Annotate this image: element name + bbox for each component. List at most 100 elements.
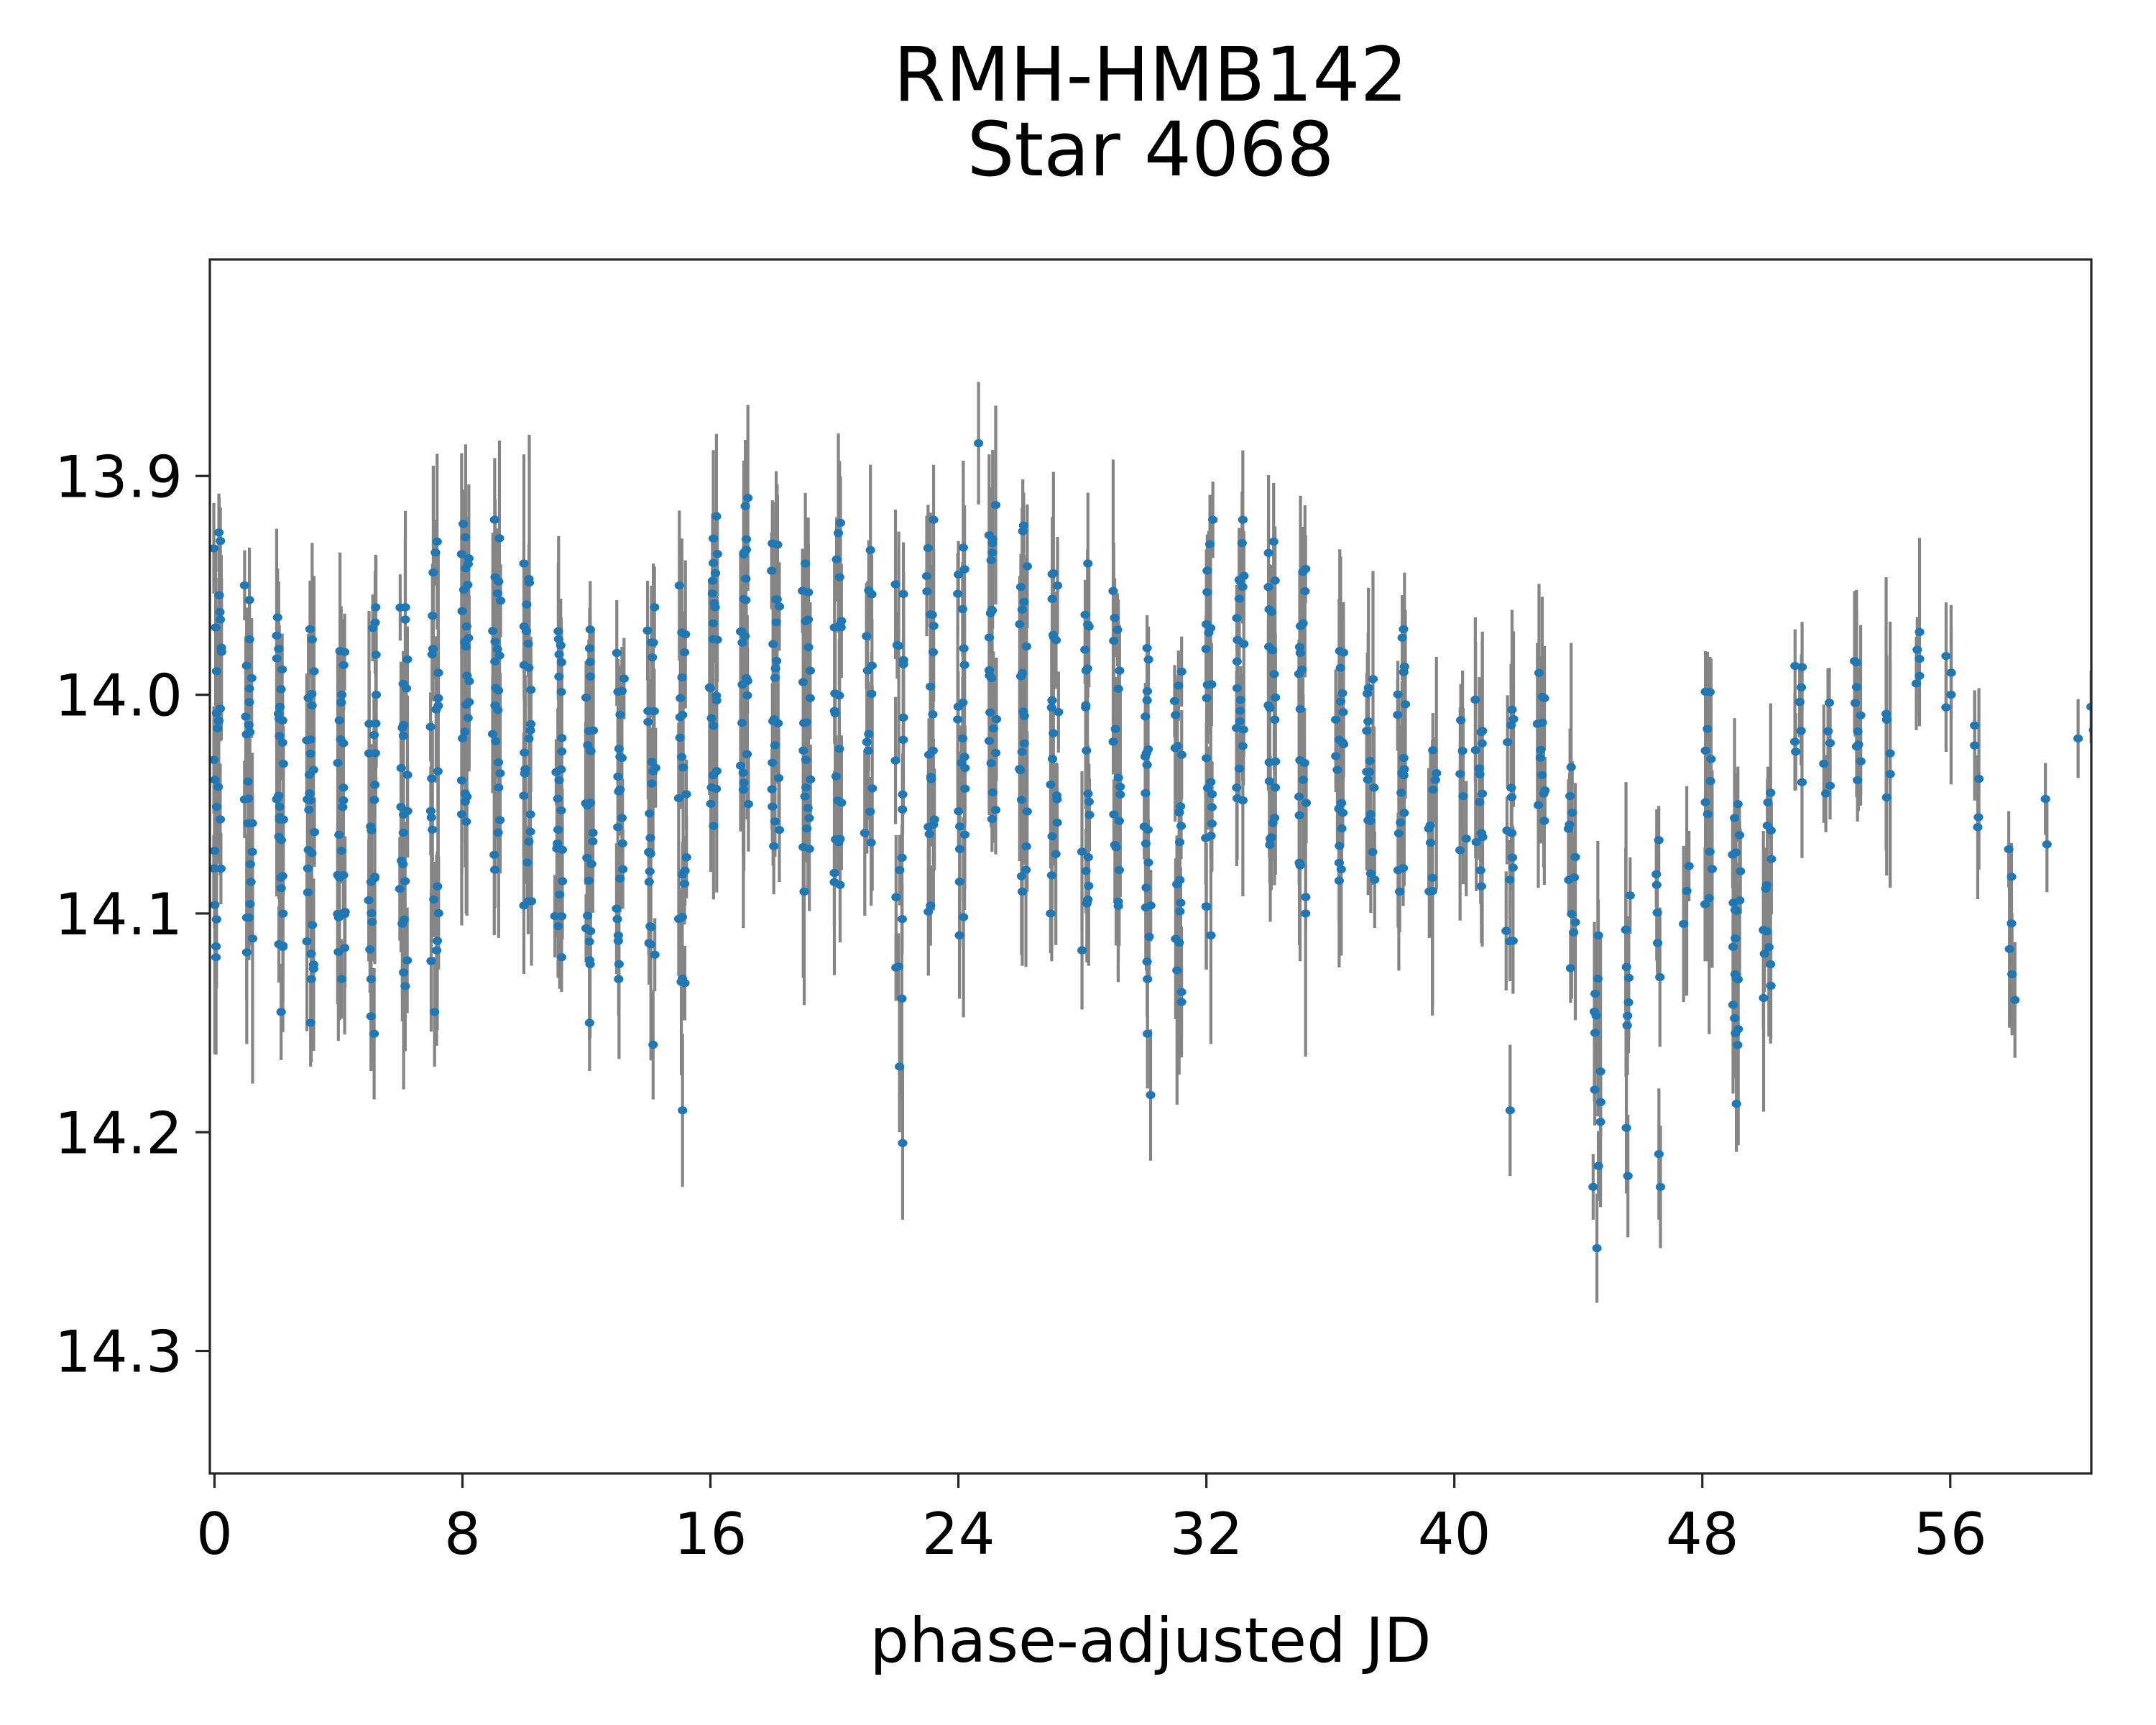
data-point xyxy=(1017,748,1027,756)
data-point xyxy=(398,828,408,837)
data-point xyxy=(398,860,408,868)
data-point xyxy=(490,657,500,666)
data-point xyxy=(831,555,842,564)
data-point xyxy=(1270,783,1281,792)
data-point xyxy=(613,937,623,945)
data-point xyxy=(1881,793,1892,802)
data-point xyxy=(709,822,719,830)
data-point xyxy=(1234,594,1245,603)
data-point xyxy=(954,845,965,853)
data-point xyxy=(1264,777,1274,786)
data-point xyxy=(1015,620,1025,629)
data-point xyxy=(1015,672,1026,681)
data-point xyxy=(400,877,410,886)
data-point xyxy=(427,650,437,659)
data-point xyxy=(367,826,377,834)
data-point xyxy=(370,781,380,789)
data-point xyxy=(1143,745,1153,754)
data-point xyxy=(1766,855,1777,863)
data-point xyxy=(1202,783,1213,793)
data-point xyxy=(1654,836,1664,845)
data-point xyxy=(835,518,846,528)
data-point xyxy=(521,627,532,635)
data-point xyxy=(433,668,443,677)
data-point xyxy=(308,921,318,929)
data-point xyxy=(1263,583,1273,592)
data-point xyxy=(1885,749,1895,758)
data-point xyxy=(525,726,535,735)
data-point xyxy=(830,709,840,718)
data-point xyxy=(1176,998,1187,1006)
data-point xyxy=(492,589,502,598)
data-point xyxy=(1266,833,1276,842)
data-point xyxy=(867,784,877,793)
data-point xyxy=(862,737,872,746)
x-tick-label: 56 xyxy=(1914,1501,1987,1568)
data-point xyxy=(1113,901,1123,911)
data-point xyxy=(862,666,872,675)
y-tick-label: 14.1 xyxy=(55,881,183,948)
data-point xyxy=(494,783,504,792)
data-point xyxy=(677,913,687,921)
data-point xyxy=(1338,648,1349,657)
data-point xyxy=(519,901,529,910)
data-point xyxy=(1365,756,1375,765)
data-point xyxy=(275,813,285,822)
data-point xyxy=(1331,715,1341,724)
data-point xyxy=(837,617,847,625)
data-point xyxy=(1202,754,1212,763)
data-point xyxy=(554,650,564,659)
data-point xyxy=(1334,876,1344,885)
data-point xyxy=(613,823,623,832)
data-point xyxy=(1455,770,1465,778)
data-point xyxy=(556,688,566,696)
data-point xyxy=(1736,867,1746,875)
data-point xyxy=(333,909,343,919)
data-point xyxy=(585,799,596,807)
data-point xyxy=(1399,754,1409,763)
data-point xyxy=(1268,537,1279,546)
data-point xyxy=(520,765,530,773)
data-point xyxy=(464,698,474,707)
data-point xyxy=(1022,562,1033,571)
data-point xyxy=(1853,727,1863,736)
data-point xyxy=(1114,865,1124,875)
data-point xyxy=(928,710,938,719)
data-point xyxy=(1335,663,1345,672)
data-point xyxy=(1141,788,1151,798)
data-point xyxy=(303,845,313,855)
data-point xyxy=(1474,764,1484,773)
data-point xyxy=(742,691,752,700)
data-point xyxy=(834,745,844,753)
data-point xyxy=(712,550,722,558)
data-point xyxy=(1623,1172,1633,1180)
data-point xyxy=(741,574,751,583)
data-point xyxy=(1851,683,1862,691)
data-point xyxy=(1475,866,1485,875)
data-point xyxy=(1110,724,1120,733)
data-point xyxy=(1475,770,1485,778)
data-point xyxy=(551,768,561,776)
data-point xyxy=(336,846,346,855)
data-point xyxy=(833,529,844,538)
data-point xyxy=(433,694,443,702)
data-point xyxy=(612,904,622,913)
data-point xyxy=(990,806,1001,814)
data-point xyxy=(675,713,685,722)
data-point xyxy=(425,722,436,731)
data-point xyxy=(1171,711,1181,719)
data-point xyxy=(557,845,567,854)
data-point xyxy=(1396,818,1406,827)
data-point xyxy=(464,677,474,686)
data-point xyxy=(216,537,226,546)
data-point xyxy=(613,772,623,781)
data-point xyxy=(647,779,657,788)
data-point xyxy=(554,672,564,681)
data-point xyxy=(1363,684,1373,692)
data-point xyxy=(584,727,594,735)
data-point xyxy=(276,1008,286,1016)
data-point xyxy=(1394,887,1405,896)
y-tick-label: 14.3 xyxy=(55,1319,183,1386)
data-point xyxy=(743,800,753,809)
